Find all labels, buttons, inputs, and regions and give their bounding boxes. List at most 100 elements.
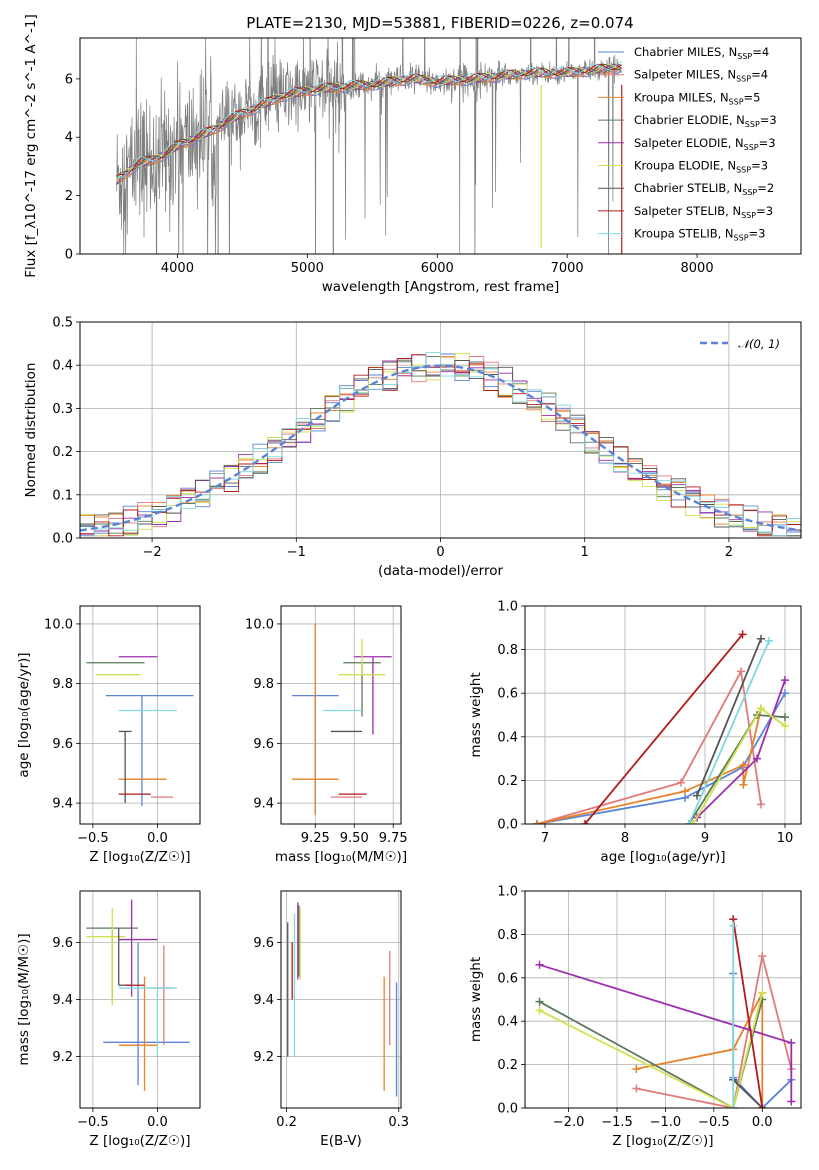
legend-entry: Salpeter MILES, NSSP=4 (634, 68, 768, 84)
x-axis-label: mass [log₁₀(M/M☉)] (275, 849, 407, 865)
y-tick-label: 0.3 (52, 402, 73, 417)
x-tick-label: −1.5 (601, 1115, 633, 1130)
y-tick-label: 2 (65, 189, 73, 204)
x-tick-label: 9.50 (340, 831, 369, 846)
marker-plus (757, 704, 765, 713)
marker-plus (739, 780, 748, 789)
model-line-kroupa-stelib (116, 61, 622, 179)
y-axis-label: mass [log₁₀(M/M☉)] (16, 933, 32, 1065)
legend-text: Salpeter MILES, N (634, 68, 736, 82)
y-tick-label: 9.4 (253, 797, 274, 812)
marker-plus (758, 988, 767, 997)
legend-text: Kroupa MILES, N (634, 90, 729, 104)
legend-sub: SSP (736, 75, 751, 84)
marker-plus (632, 1084, 641, 1093)
model-line-chabrier-stelib (116, 63, 622, 178)
x-tick-label: 7 (541, 831, 549, 846)
legend-entry: Chabrier STELIB, NSSP=2 (634, 181, 774, 197)
x-tick-label: −2.0 (553, 1115, 585, 1130)
y-tick-label: 9.6 (52, 737, 73, 752)
marker-plus (757, 634, 765, 643)
panel-mass_vs_Z: −0.5 0.0 9.2 9.4 9.6 Z [log₁₀(Z/Z☉)] mass [log… (16, 890, 201, 1149)
x-tick-label: −0.5 (698, 1115, 730, 1130)
y-axis-label: mass weight (468, 672, 484, 757)
marker-plus (729, 921, 738, 930)
series-line (688, 640, 770, 824)
x-tick-label: 5000 (291, 261, 324, 276)
marker-plus (781, 689, 789, 698)
errorbar-kroupa-miles (291, 623, 339, 816)
y-tick-label: 9.6 (52, 936, 73, 951)
y-tick-label: 0.8 (497, 643, 518, 658)
marker-plus (693, 791, 701, 800)
series-kroupa-miles (533, 704, 765, 824)
legend-entry: Salpeter STELIB, NSSP=3 (634, 204, 773, 220)
x-axis-label: E(B-V) (320, 1133, 362, 1149)
errorbar-salpeter-miles (150, 945, 173, 1046)
panel-age_vs_mass: 9.25 9.50 9.75 9.4 9.6 9.8 10.0 mass [log₁₀(M/M… (245, 605, 408, 865)
panel-spectrum: 4000 5000 6000 7000 8000 0 2 4 6 wavelength [Angs… (23, 14, 802, 295)
series-line (696, 679, 786, 819)
y-axis-label: Flux [f_λ10^-17 erg cm^-2 s^-1 A^-1] (23, 14, 39, 277)
marker-plus (781, 676, 789, 685)
marker-plus (739, 761, 748, 770)
y-tick-label: 0.4 (497, 730, 518, 745)
legend-tail: =3 (756, 204, 773, 218)
errorbar-salpeter-elodie (118, 899, 158, 997)
x-tick-label: 10 (777, 831, 794, 846)
legend-entry: 𝒩(0, 1) (738, 337, 780, 351)
plot-area (80, 891, 200, 1108)
y-tick-label: 4 (65, 131, 73, 146)
plot-area (525, 891, 801, 1108)
series-chabrier-stelib (693, 634, 765, 800)
x-tick-label: 9.25 (301, 831, 330, 846)
y-tick-label: 0 (65, 248, 73, 263)
series-line (584, 633, 744, 824)
errorbar-kroupa-miles (118, 976, 158, 1091)
y-tick-label: 6 (65, 72, 73, 87)
errorbar-kroupa-elodie (338, 638, 386, 676)
legend-entry: Kroupa ELODIE, NSSP=3 (634, 159, 768, 175)
series-line (732, 1079, 763, 1108)
x-tick-label: 9.75 (379, 831, 408, 846)
x-axis-label: Z [log₁₀(Z/Z☉)] (89, 1133, 190, 1149)
panel-mass_vs_EBV: 0.2 0.3 9.2 9.4 9.6 E(B-V) (253, 890, 409, 1149)
legend-entry: Kroupa MILES, NSSP=5 (634, 90, 760, 106)
y-tick-label: 1.0 (497, 885, 518, 900)
plot-area (525, 606, 801, 824)
figure-title: PLATE=2130, MJD=53881, FIBERID=0226, z=0… (246, 14, 633, 32)
axes-frame (79, 37, 802, 255)
y-tick-label: 1.0 (497, 600, 518, 615)
legend-entry: Kroupa STELIB, NSSP=3 (634, 227, 765, 243)
marker-plus (685, 820, 693, 824)
x-tick-label: 4000 (161, 261, 194, 276)
model-line-kroupa-miles (116, 64, 622, 183)
y-tick-label: 9.4 (253, 993, 274, 1008)
marker-plus (533, 820, 541, 824)
legend-entry: Chabrier MILES, NSSP=4 (634, 45, 769, 61)
x-tick-label: 6000 (421, 261, 454, 276)
model-line-chabrier-elodie (116, 63, 622, 185)
x-tick-label: 0.0 (752, 1115, 773, 1130)
y-tick-label: 10.0 (245, 617, 274, 632)
legend-sub: SSP (734, 234, 749, 243)
y-tick-label: 0.0 (497, 1102, 518, 1117)
errorbar-salpeter-elodie (354, 656, 392, 735)
y-tick-label: 0.0 (52, 532, 73, 547)
legend-text: Chabrier STELIB, N (634, 181, 742, 195)
y-axis-label: age [log₁₀(age/yr)] (16, 652, 32, 777)
y-tick-label: 0.2 (497, 1058, 518, 1073)
marker-plus (758, 952, 767, 961)
model-line-kroupa-elodie (116, 63, 622, 182)
panel-residuals: −2 −1 0 1 2 0.0 0.1 0.2 0.3 0.4 0.5 (data-model)/er… (23, 316, 802, 579)
plot-area (281, 891, 401, 1108)
y-tick-label: 9.6 (253, 936, 274, 951)
series-line (636, 955, 793, 1108)
series-salpeter-elodie (535, 960, 796, 1106)
legend-tail: =5 (744, 90, 761, 104)
series-line (536, 668, 762, 824)
marker-plus (535, 960, 544, 969)
series-salpeter-stelib (581, 630, 747, 824)
